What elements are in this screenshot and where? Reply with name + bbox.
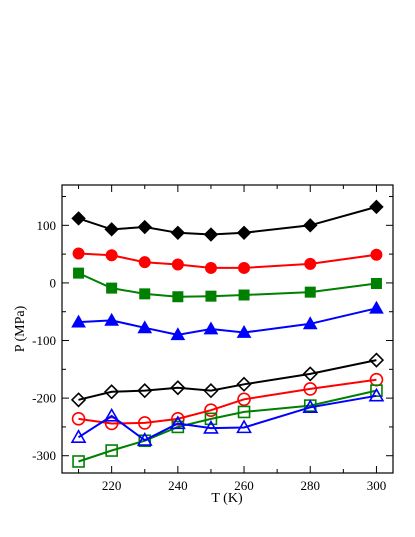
series-3-point-0: [71, 314, 86, 328]
series-3: [71, 300, 384, 341]
series-2-point-4: [205, 290, 217, 302]
series-6-line: [78, 389, 377, 463]
series-0-point-2: [137, 219, 152, 235]
series-3-point-5: [236, 324, 252, 338]
series-7-line: [77, 394, 377, 442]
series-layer: [70, 199, 385, 468]
axis-ticks: 220 240 260 280 300 100 0 -100 -200 -300: [32, 185, 393, 493]
y-tick-label-4: -300: [32, 448, 56, 463]
series-5-point-5: [237, 392, 251, 407]
series-2-point-1: [106, 282, 118, 294]
series-2-point-5: [238, 289, 250, 301]
series-2: [73, 267, 382, 303]
series-4-point-6: [302, 366, 318, 382]
series-6-point-4: [204, 412, 218, 426]
series-4-point-5: [236, 376, 252, 392]
series-5: [71, 372, 384, 431]
series-7-point-2: [136, 432, 153, 446]
series-5-point-3: [171, 412, 185, 426]
series-1-line: [78, 252, 377, 269]
series-6-point-5: [237, 405, 251, 419]
series-7-point-3: [169, 415, 186, 430]
x-tick-label-2: 260: [234, 478, 254, 493]
series-2-point-7: [370, 277, 382, 289]
series-1-point-2: [138, 256, 151, 269]
series-6-point-1: [105, 444, 118, 457]
series-4-point-2: [137, 383, 153, 399]
series-1: [72, 247, 383, 274]
series-0-line: [78, 205, 377, 236]
series-0: [71, 199, 384, 242]
series-2-point-2: [139, 288, 151, 300]
series-0-point-5: [236, 225, 252, 241]
series-5-point-4: [204, 403, 218, 418]
plot-frame: [61, 184, 394, 474]
series-3-point-4: [203, 321, 219, 335]
series-4-point-4: [203, 383, 219, 399]
series-5-point-0: [71, 412, 86, 426]
series-1-point-1: [105, 249, 118, 262]
series-1-point-6: [304, 257, 317, 270]
series-6: [72, 384, 383, 468]
series-0-point-7: [369, 199, 384, 215]
series-6-point-0: [72, 455, 85, 468]
x-tick-label-1: 240: [168, 478, 188, 493]
series-0-point-6: [303, 218, 318, 233]
series-1-point-7: [370, 248, 383, 261]
series-4-point-1: [104, 384, 120, 400]
y-axis-title: P (MPa): [13, 305, 28, 352]
series-4: [70, 352, 385, 408]
series-4-point-7: [368, 352, 385, 368]
series-3-point-1: [104, 312, 120, 326]
x-tick-label-4: 300: [367, 478, 387, 493]
series-1-point-4: [204, 261, 217, 274]
y-tick-label-1: 0: [50, 275, 57, 290]
series-7-point-4: [203, 419, 219, 434]
series-1-point-3: [171, 258, 184, 271]
series-2-point-0: [73, 267, 85, 279]
series-7-point-5: [236, 419, 252, 434]
x-axis-title: T (K): [211, 491, 243, 506]
x-tick-label-0: 220: [102, 478, 122, 493]
series-4-point-3: [170, 380, 186, 396]
series-3-point-7: [369, 300, 384, 314]
series-2-point-3: [172, 291, 184, 303]
series-1-point-5: [238, 261, 251, 274]
y-tick-label-0: 100: [37, 218, 57, 233]
series-5-point-6: [303, 382, 318, 396]
series-5-point-2: [137, 416, 152, 430]
series-7-point-6: [302, 399, 319, 414]
y-tick-label-3: -200: [32, 391, 56, 406]
series-5-point-1: [104, 416, 119, 431]
series-0-point-1: [104, 222, 119, 237]
series-7-point-1: [103, 407, 120, 422]
series-7-point-7: [368, 387, 385, 402]
series-3-point-2: [137, 320, 153, 334]
x-tick-label-3: 280: [301, 478, 321, 493]
series-2-line: [78, 272, 377, 298]
series-3-point-3: [170, 327, 186, 341]
series-0-point-3: [170, 225, 186, 241]
series-4-line: [78, 359, 377, 401]
series-0-point-4: [203, 227, 219, 242]
y-tick-label-2: -100: [32, 333, 56, 348]
series-0-point-0: [71, 211, 86, 226]
series-1-point-0: [72, 247, 85, 260]
series-2-point-6: [304, 286, 316, 298]
series-7: [70, 387, 385, 446]
series-4-point-0: [70, 392, 87, 408]
series-3-point-6: [302, 316, 318, 330]
series-7-point-0: [70, 429, 87, 443]
series-3-line: [78, 307, 377, 336]
